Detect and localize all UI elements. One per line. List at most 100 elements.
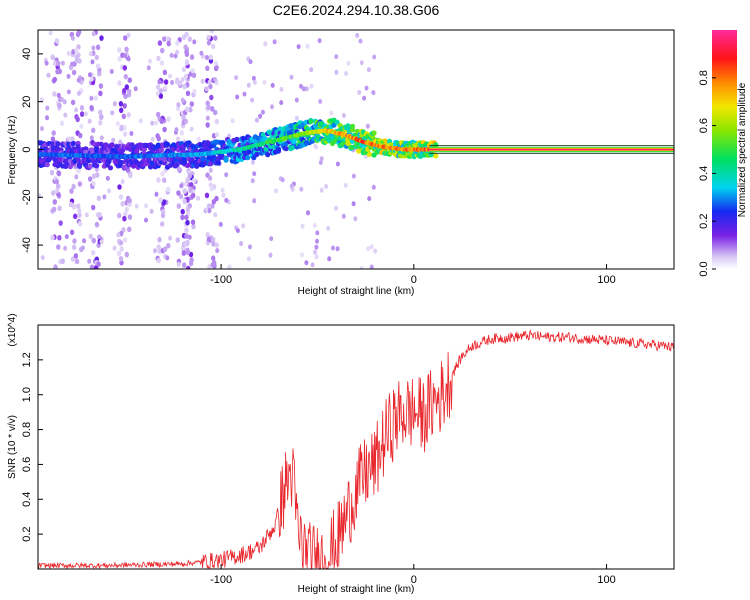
spectrogram-noise-cell [70, 99, 76, 106]
spectrogram-noise-cell [126, 112, 131, 118]
spectrogram-noise-cell [69, 188, 74, 194]
spectrogram-noise-cell [188, 260, 194, 267]
spectrogram-noise-cell [70, 136, 75, 142]
spectrogram-noise-cell [74, 54, 80, 60]
spectrogram-noise-cell [206, 34, 211, 40]
spectrogram-noise-cell [156, 257, 161, 264]
spectrogram-noise-cell [205, 115, 210, 121]
spectrogram-noise-cell [372, 54, 377, 60]
spectrogram-noise-cell [90, 59, 95, 65]
spectrogram-noise-cell [77, 221, 83, 227]
colorbar-label: Normalized spectral amplitude [737, 82, 748, 217]
spectrogram-ridge-cell [334, 119, 340, 125]
spectrogram-noise-cell [160, 221, 165, 227]
colorbar: 0.0 0.2 0.4 0.6 0.8 Normalized spectral ampl… [698, 30, 748, 277]
snr-axes: -100 0 100 0.2 0.4 0.6 0.8 1.0 1.2 [21, 352, 616, 586]
colorbar-tick-label: 0.6 [698, 118, 710, 133]
spectrogram-noise-cell [183, 44, 188, 50]
spectrogram-noise-cell [184, 73, 189, 80]
spectrogram-noise-cell [56, 92, 61, 98]
spectrogram-noise-cell [40, 126, 44, 132]
spectrogram-ridge-cell [254, 151, 260, 157]
spectrogram-noise-cell [239, 241, 244, 247]
spectrogram-noise-cell [163, 85, 168, 91]
spectrogram-ridge-cell [366, 151, 373, 157]
snr-plot-area [38, 325, 674, 569]
spectrogram-noise-cell [188, 106, 193, 113]
spectrogram-noise-cell [189, 101, 194, 107]
spectrogram-noise-cell [84, 212, 89, 218]
spectrogram-noise-cell [184, 214, 189, 221]
spectrogram-noise-cell [155, 91, 160, 97]
spectrogram-noise-cell [79, 105, 85, 111]
spectrogram-noise-cell [176, 166, 181, 172]
spectrogram-ridge-cell [75, 144, 81, 150]
spectrogram-noise-cell [206, 39, 212, 46]
spectrogram-noise-cell [208, 167, 213, 173]
spectrogram-noise-cell [74, 107, 79, 113]
spectrogram-noise-cell [93, 95, 99, 101]
spectrogram-noise-cell [190, 68, 195, 74]
spectrogram-noise-cell [89, 135, 94, 141]
spectrogram-noise-cell [54, 178, 59, 185]
spectrogram-noise-cell [299, 83, 303, 89]
spectrogram-noise-cell [214, 118, 220, 125]
spectrogram-noise-cell [50, 54, 55, 60]
snr-series-line [38, 329, 674, 569]
spectrogram-noise-cell [353, 216, 358, 222]
spectrogram-noise-cell [273, 188, 278, 194]
spectrogram-noise-cell [182, 262, 187, 268]
spectrogram-noise-cell [213, 77, 217, 82]
spectrogram-noise-cell [319, 156, 324, 162]
spectrogram-noise-cell [207, 79, 212, 85]
spectrogram-noise-cell [118, 194, 124, 200]
spectrogram-noise-cell [241, 223, 246, 229]
spectrogram-noise-cell [185, 206, 191, 213]
spectrogram-noise-cell [122, 237, 128, 243]
spectrogram-noise-cell [62, 99, 67, 105]
spectrogram-noise-cell [96, 261, 101, 267]
spectrogram-ridge-cell [149, 160, 155, 166]
spectrogram-noise-cell [187, 36, 192, 42]
spectrogram-noise-cell [351, 201, 356, 207]
spectrogram-noise-cell [262, 80, 267, 85]
spectrogram-noise-cell [56, 183, 61, 190]
spectrogram-noise-cell [212, 259, 217, 266]
spectrogram-noise-cell [357, 89, 362, 95]
spectrogram-noise-cell [234, 75, 239, 81]
spectrogram-noise-cell [156, 177, 161, 183]
spectrogram-noise-cell [91, 249, 96, 256]
spectrogram-noise-cell [272, 39, 277, 45]
spectrogram-noise-cell [294, 115, 299, 121]
spectrogram-noise-cell [156, 111, 161, 118]
spectrogram-noise-cell [209, 94, 214, 101]
spectrogram-noise-cell [184, 31, 189, 38]
spectrogram-noise-cell [157, 79, 162, 85]
spectrogram-noise-cell [95, 172, 100, 178]
spectrogram-noise-cell [56, 60, 61, 67]
spectrogram-noise-cell [250, 159, 255, 165]
spectrogram-noise-cell [74, 258, 80, 265]
spectrogram-noise-cell [183, 118, 188, 125]
spectrogram-noise-cell [76, 77, 81, 83]
spectrogram-noise-cell [366, 67, 371, 73]
spectrogram-noise-cell [95, 63, 101, 69]
spectrogram-noise-cell [73, 253, 79, 259]
spectrogram-noise-cell [46, 72, 51, 78]
spectrogram-noise-cell [57, 102, 62, 109]
spectrogram-noise-cell [127, 77, 132, 83]
spectrogram-noise-cell [207, 175, 213, 181]
spectrogram-noise-cell [123, 53, 128, 58]
spectrogram-noise-cell [188, 186, 193, 192]
spectrogram-noise-cell [127, 214, 133, 220]
spectrogram-noise-cell [176, 203, 181, 209]
spectrogram-noise-cell [122, 103, 127, 109]
spectrogram-noise-cell [186, 265, 191, 269]
spectrogram-noise-cell [260, 109, 265, 115]
spectrogram-noise-cell [254, 117, 259, 123]
spectrogram-noise-cell [252, 171, 257, 177]
snr-xtick-label: 0 [411, 574, 417, 586]
spectrogram-noise-cell [89, 76, 94, 82]
spectrogram-noise-cell [213, 35, 218, 41]
spectrogram-noise-cell [341, 213, 346, 219]
